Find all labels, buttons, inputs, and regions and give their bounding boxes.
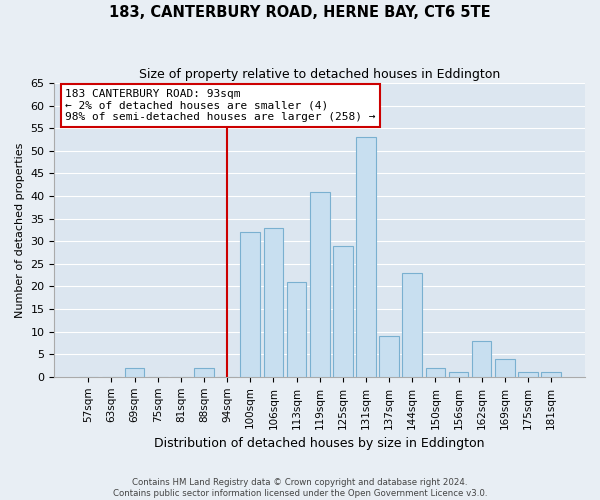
Bar [425,368,445,377]
Bar [333,246,353,377]
Bar [356,138,376,377]
Title: Size of property relative to detached houses in Eddington: Size of property relative to detached ho… [139,68,500,80]
Text: Contains HM Land Registry data © Crown copyright and database right 2024.
Contai: Contains HM Land Registry data © Crown c… [113,478,487,498]
Text: 183, CANTERBURY ROAD, HERNE BAY, CT6 5TE: 183, CANTERBURY ROAD, HERNE BAY, CT6 5TE [109,5,491,20]
Bar [449,372,469,377]
Bar [379,336,399,377]
Text: 183 CANTERBURY ROAD: 93sqm
← 2% of detached houses are smaller (4)
98% of semi-d: 183 CANTERBURY ROAD: 93sqm ← 2% of detac… [65,89,376,122]
Bar [287,282,307,377]
Y-axis label: Number of detached properties: Number of detached properties [15,142,25,318]
Bar [194,368,214,377]
Bar [125,368,145,377]
Bar [472,340,491,377]
Bar [241,232,260,377]
Bar [310,192,329,377]
X-axis label: Distribution of detached houses by size in Eddington: Distribution of detached houses by size … [154,437,485,450]
Bar [518,372,538,377]
Bar [495,358,515,377]
Bar [541,372,561,377]
Bar [263,228,283,377]
Bar [403,273,422,377]
